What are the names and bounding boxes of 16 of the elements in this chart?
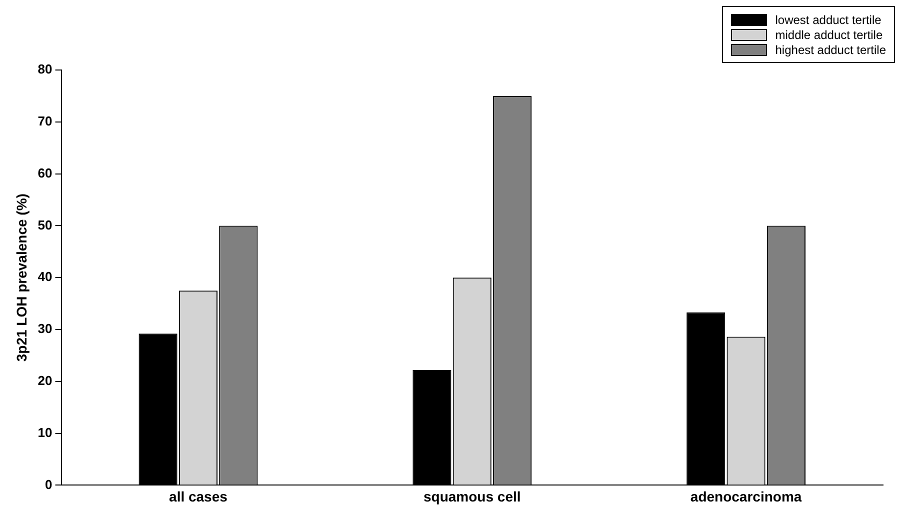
y-tick-label: 30 (38, 321, 52, 336)
y-tick-label: 50 (38, 217, 52, 232)
y-axis-title: 3p21 LOH prevalence (%) (13, 194, 30, 362)
x-tick-label: squamous cell (423, 488, 521, 504)
x-tick-label: adenocarcinoma (690, 488, 802, 504)
legend-label: highest adduct tertile (775, 42, 886, 56)
y-tick-label: 10 (38, 424, 52, 440)
legend-label: middle adduct tertile (775, 28, 883, 42)
legend-label: lowest adduct tertile (775, 12, 882, 26)
y-tick-label: 40 (38, 269, 52, 284)
y-tick-label: 20 (38, 372, 52, 388)
y-tick-label: 70 (38, 113, 52, 128)
y-tick-label: 60 (38, 165, 52, 180)
y-tick-label: 0 (45, 476, 52, 492)
y-tick-label: 80 (38, 62, 52, 77)
x-tick-label: all cases (169, 488, 228, 504)
